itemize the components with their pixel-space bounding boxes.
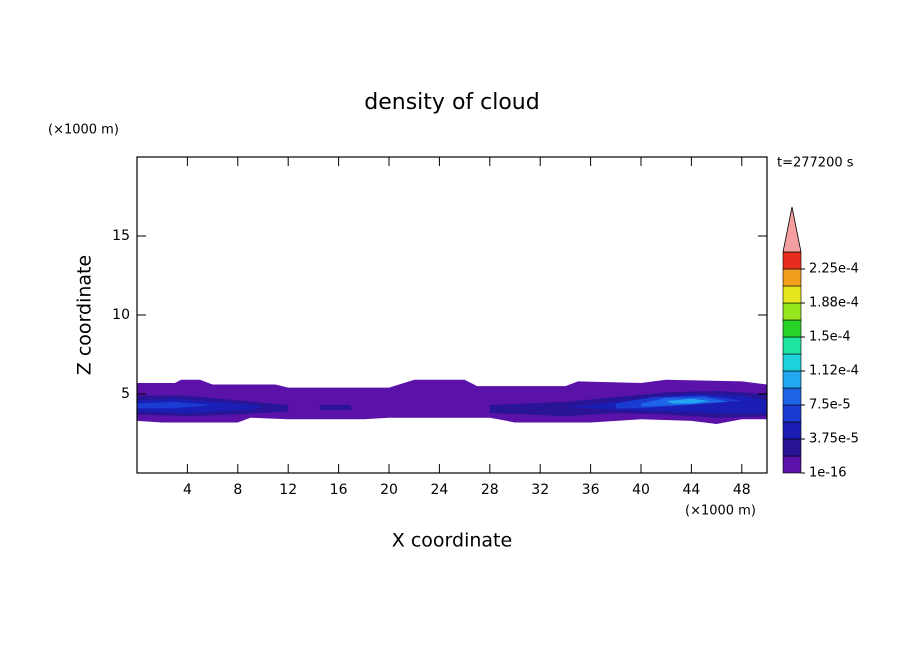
x-tick-label: 20 [380,482,398,498]
colorbar-tick-label: 7.5e-5 [809,398,851,413]
x-tick-label: 40 [632,482,650,498]
x-tick-label: 28 [481,482,499,498]
contour-region [137,401,213,409]
colorbar-tick-label: 1.88e-4 [809,296,859,311]
x-tick-label: 12 [279,482,297,498]
colorbar-tick-label: 1.5e-4 [809,330,851,345]
y-tick-label: 10 [112,307,130,323]
colorbar-band [782,285,802,304]
x-tick-label: 48 [733,482,751,498]
colorbar-band [782,353,802,372]
colorbar-tick-label: 1e-16 [809,466,847,481]
x-tick-label: 44 [682,482,700,498]
colorbar-band [782,404,802,423]
y-unit: (×1000 m) [48,123,119,138]
colorbar-band [782,251,802,270]
y-tick-label: 15 [112,228,130,244]
colorbar-band [782,455,802,474]
x-tick-label: 16 [330,482,348,498]
colorbar-extend [782,206,802,253]
contour-region [319,405,352,410]
colorbar-band [782,421,802,440]
colorbar-band [782,438,802,457]
y-axis-title: Z coordinate [74,255,96,375]
y-tick-label: 5 [121,386,130,402]
colorbar-band [782,370,802,389]
x-tick-label: 4 [183,482,192,498]
colorbar-tick-label: 2.25e-4 [809,262,859,277]
colorbar-band [782,268,802,287]
contour-layer [137,379,767,425]
x-tick-label: 24 [430,482,448,498]
x-tick-label: 32 [531,482,549,498]
contour-region [666,398,711,404]
x-unit: (×1000 m) [685,504,756,519]
colorbar-band [782,336,802,355]
x-axis-title: X coordinate [392,530,512,552]
colorbar-band [782,302,802,321]
time-label: t=277200 s [777,156,854,171]
plot-frame [136,156,768,474]
colorbar-tick-label: 1.12e-4 [809,364,859,379]
x-tick-label: 36 [582,482,600,498]
chart-title: density of cloud [364,90,539,115]
colorbar-band [782,319,802,338]
colorbar-tick-label: 3.75e-5 [809,432,859,447]
x-tick-label: 8 [233,482,242,498]
colorbar-band [782,387,802,406]
